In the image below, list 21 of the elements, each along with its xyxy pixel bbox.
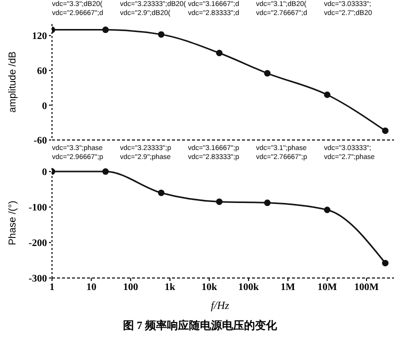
x-tick-label: 100M xyxy=(354,282,380,294)
y-tick-label: 0 xyxy=(42,100,47,112)
x-axis-title: f/Hz xyxy=(210,300,230,312)
x-tick-label: 1 xyxy=(50,282,54,294)
y-tick-label: -60 xyxy=(34,136,47,147)
y-tick-label: -100 xyxy=(28,202,47,214)
x-tick-label: 100 xyxy=(123,282,138,294)
y-tick-label: -200 xyxy=(28,238,47,250)
x-tick-label: 10 xyxy=(86,282,96,294)
y-tick-label: 60 xyxy=(37,66,47,77)
y-axis-title: amplitude /dB xyxy=(8,51,19,113)
y-axis-title: Phase /(°) xyxy=(8,200,19,246)
text: 图 7 频率响应随电源电压的变化 xyxy=(122,318,278,333)
x-tick-label: 100k xyxy=(238,282,260,294)
y-tick-label: 0 xyxy=(42,167,47,178)
x-tick-label: 10k xyxy=(201,282,218,294)
x-tick-label: 1M xyxy=(280,282,296,294)
y-tick-label: -300 xyxy=(28,274,47,285)
y-tick-label: 120 xyxy=(32,31,47,42)
x-tick-label: 1k xyxy=(164,282,176,294)
x-tick-label: 10M xyxy=(317,282,338,294)
